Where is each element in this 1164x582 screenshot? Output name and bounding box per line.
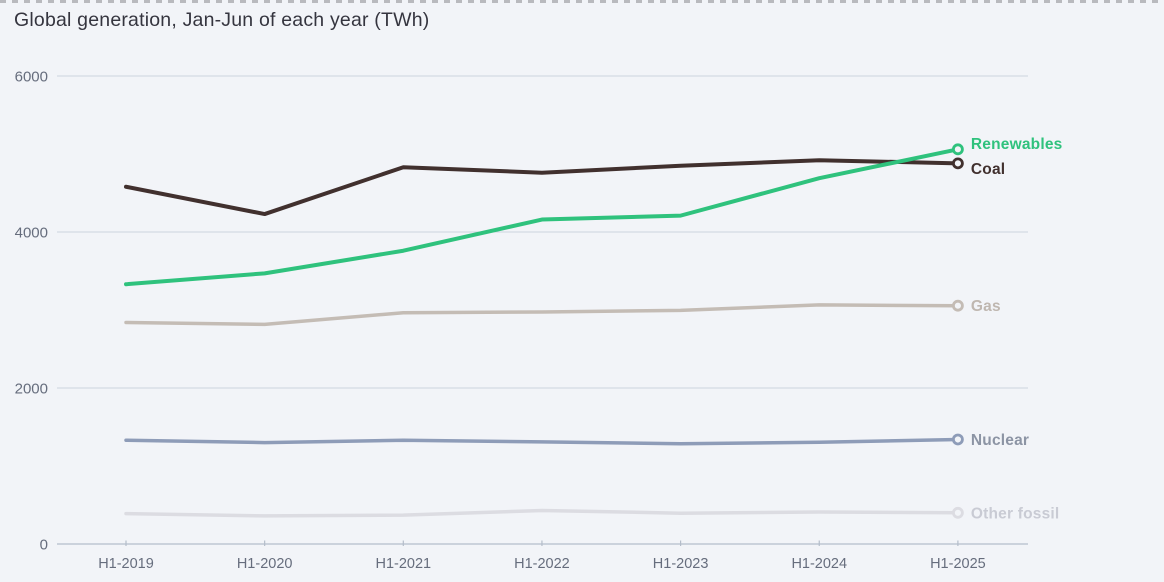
x-tick-label: H1-2024 [791, 556, 847, 572]
x-tick-label: H1-2021 [375, 556, 431, 572]
series-line-coal [124, 158, 960, 217]
series-endpoint-marker-other-fossil [952, 506, 964, 519]
y-tick-label: 6000 [15, 68, 48, 85]
x-tick-label: H1-2022 [514, 556, 570, 572]
series-line-other-fossil [124, 508, 960, 518]
series-endpoint-marker-nuclear [952, 433, 964, 446]
series-line-renewables [124, 147, 960, 287]
series-line-gas [124, 303, 960, 327]
x-tick-label: H1-2023 [653, 556, 709, 572]
series-endpoint-marker-coal [952, 157, 964, 170]
series-end-label-nuclear: Nuclear [971, 432, 1029, 449]
y-tick-label: 4000 [15, 224, 48, 241]
dashed-border [0, 0, 1164, 3]
x-tick-label: H1-2025 [930, 556, 986, 572]
series-end-label-coal: Coal [971, 161, 1005, 178]
series-endpoint-marker-renewables [952, 143, 964, 156]
x-tick-label: H1-2019 [98, 556, 154, 572]
y-tick-label: 0 [40, 536, 48, 553]
series-end-label-renewables: Renewables [971, 136, 1063, 153]
series-end-label-gas: Gas [971, 298, 1001, 315]
series-end-label-other-fossil: Other fossil [971, 505, 1060, 522]
chart-title: Global generation, Jan-Jun of each year … [14, 9, 430, 31]
y-tick-label: 2000 [15, 380, 48, 397]
x-tick-label: H1-2020 [237, 556, 293, 572]
series-line-nuclear [124, 437, 960, 446]
series-endpoint-marker-gas [952, 299, 964, 312]
